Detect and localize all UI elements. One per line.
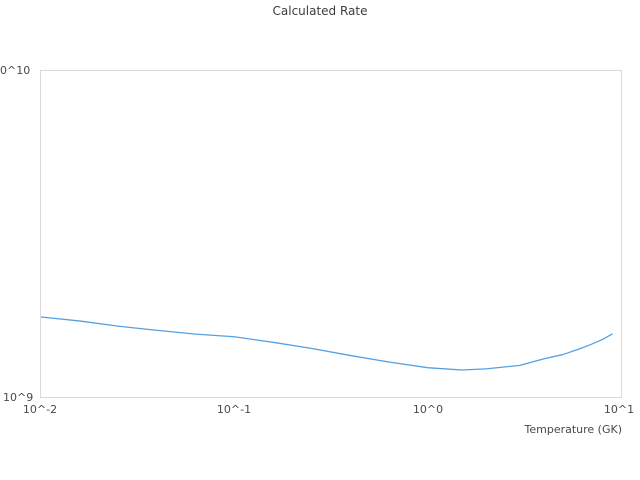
x-axis-title: Temperature (GK) xyxy=(524,423,623,436)
x-tick-label-1e0: 10^0 xyxy=(412,403,444,416)
rate-curve-line xyxy=(41,316,613,371)
y-tick-label-bottom: 10^9 xyxy=(3,391,34,404)
y-tick-label-top: 0^10 xyxy=(0,64,31,77)
plot-area xyxy=(40,70,622,398)
x-tick-label-1e-2: 10^-2 xyxy=(22,403,58,416)
x-tick-label-1e-1: 10^-1 xyxy=(216,403,252,416)
chart-title: Calculated Rate xyxy=(272,4,368,18)
rate-curve-svg xyxy=(41,316,613,371)
x-tick-label-1e1: 10^1 xyxy=(603,403,635,416)
